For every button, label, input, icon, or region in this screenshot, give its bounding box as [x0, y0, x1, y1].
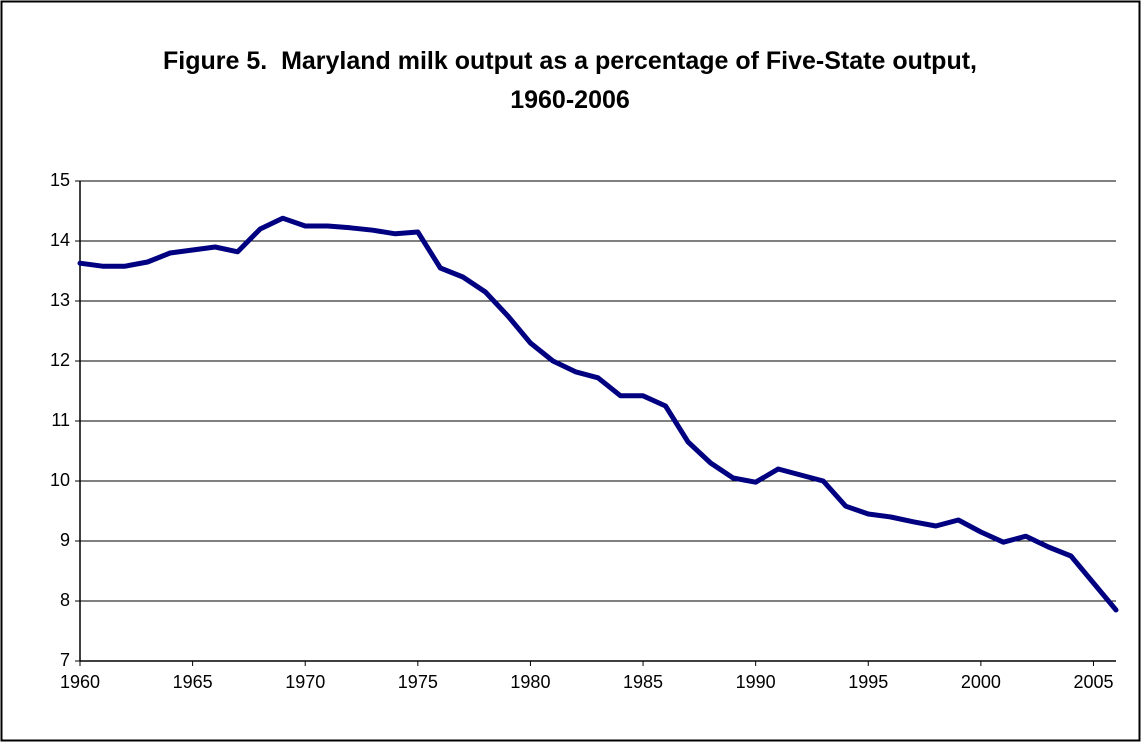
- x-tick-label: 2005: [1073, 672, 1113, 692]
- x-tick-label: 1970: [285, 672, 325, 692]
- y-tick-label: 10: [50, 470, 70, 490]
- y-tick-label: 13: [50, 290, 70, 310]
- x-tick-label: 1995: [848, 672, 888, 692]
- x-tick-label: 1975: [398, 672, 438, 692]
- x-tick-label: 1960: [60, 672, 100, 692]
- y-tick-label: 14: [50, 230, 70, 250]
- y-tick-label: 7: [60, 650, 70, 670]
- y-tick-label: 11: [51, 410, 70, 430]
- chart-title: Figure 5. Maryland milk output as a perc…: [162, 47, 984, 114]
- x-tick-label: 1990: [736, 672, 776, 692]
- x-tick-label: 2000: [961, 672, 1001, 692]
- x-tick-label: 1985: [623, 672, 663, 692]
- y-tick-label: 12: [50, 350, 70, 370]
- y-tick-label: 9: [60, 530, 70, 550]
- y-tick-label: 15: [50, 170, 70, 190]
- x-tick-label: 1965: [173, 672, 213, 692]
- y-tick-label: 8: [60, 590, 70, 610]
- x-tick-label: 1980: [510, 672, 550, 692]
- data-line: [77, 215, 1119, 613]
